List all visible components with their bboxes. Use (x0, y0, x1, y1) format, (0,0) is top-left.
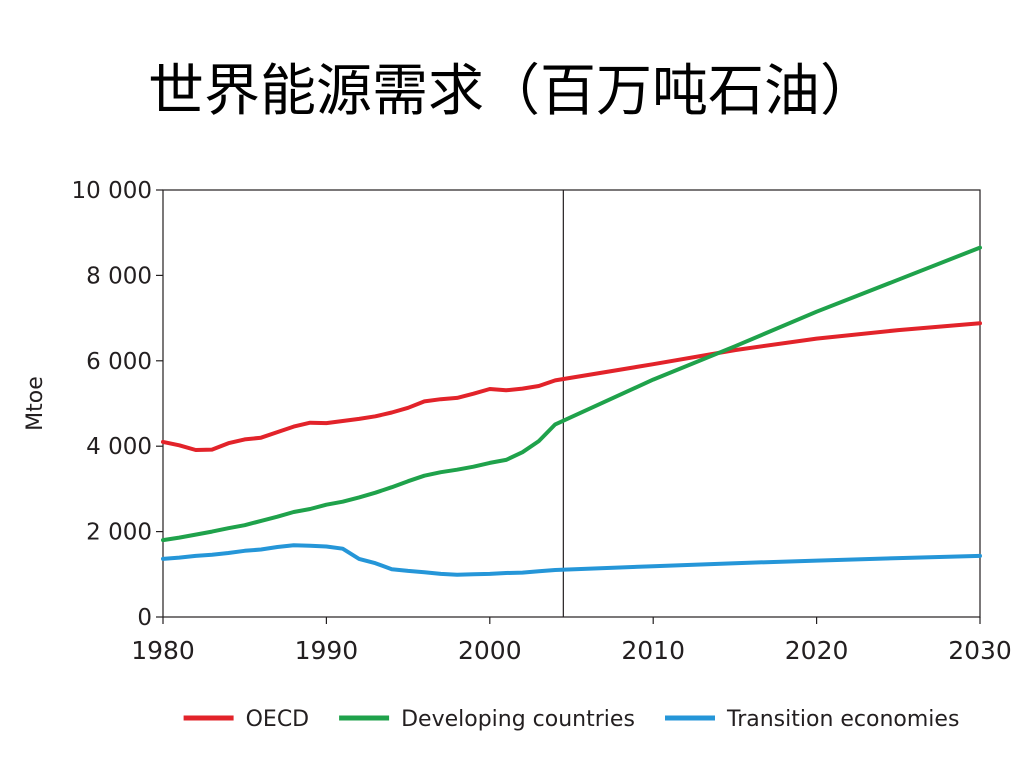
series-lines (161, 245, 982, 577)
plot-frame (162, 189, 981, 618)
y-tick-label: 8 000 (86, 263, 152, 289)
series-line (161, 543, 982, 577)
x-tick-label: 1990 (295, 636, 359, 665)
series-line (161, 321, 982, 452)
slide-title: 世界能源需求（百万吨石油） (148, 59, 876, 124)
legend-label: Developing countries (401, 707, 635, 732)
x-tick-label: 2020 (785, 636, 849, 665)
legend-label: OECD (246, 707, 310, 732)
legend-label: Transition economies (726, 707, 959, 732)
legend: OECD Developing countries Transition econo… (183, 707, 959, 732)
legend-item: OECD (183, 707, 310, 732)
x-tick-label: 2030 (948, 636, 1012, 665)
y-tick-label: 0 (137, 605, 152, 631)
x-tick-label: 2000 (458, 636, 522, 665)
series-line (161, 245, 982, 543)
x-tick-label: 2010 (621, 636, 685, 665)
y-tick-label: 2 000 (86, 520, 152, 546)
y-tick-label: 4 000 (86, 434, 152, 460)
y-tick-label: 10 000 (72, 178, 152, 204)
legend-item: Developing countries (339, 707, 635, 732)
legend-item: Transition economies (665, 707, 959, 732)
axes: 0 2 000 4 000 6 000 8 000 10 000 1980 1990 2000 2… (23, 178, 1012, 665)
x-tick-label: 1980 (131, 636, 195, 665)
y-tick-label: 6 000 (86, 349, 152, 375)
y-axis-label: Mtoe (23, 376, 48, 431)
